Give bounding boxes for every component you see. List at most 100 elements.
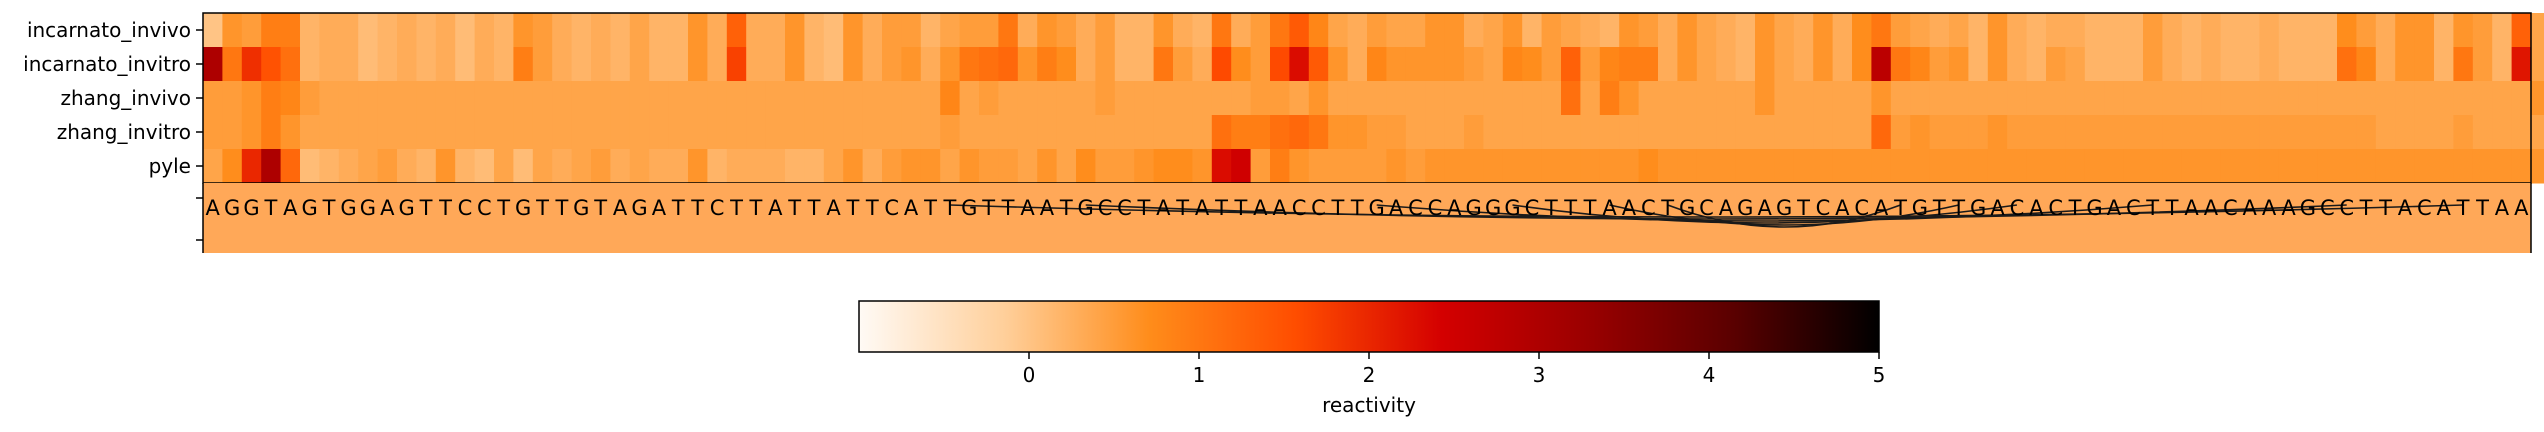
heatmap-cell bbox=[2317, 149, 2338, 184]
sequence-letter: A bbox=[2243, 196, 2258, 220]
heatmap-cell bbox=[1425, 81, 1446, 116]
heatmap-cell bbox=[241, 149, 262, 184]
heatmap-cell bbox=[2278, 47, 2299, 82]
sequence-letter: C bbox=[1408, 196, 1423, 220]
heatmap-cell bbox=[1328, 115, 1349, 150]
sequence-letter: T bbox=[1330, 196, 1344, 220]
sequence-letter: T bbox=[845, 196, 859, 220]
heatmap-cell bbox=[1464, 47, 1484, 82]
sequence-letter: A bbox=[1195, 196, 1210, 220]
sequence-letter: G bbox=[631, 196, 647, 220]
heatmap-cell bbox=[1677, 47, 1698, 82]
heatmap-cell bbox=[2084, 81, 2105, 116]
heatmap-cell bbox=[2414, 81, 2435, 116]
heatmap-cell bbox=[2278, 81, 2299, 116]
sequence-letter: C bbox=[2048, 196, 2063, 220]
sequence-letter: A bbox=[826, 196, 841, 220]
sequence-letter: C bbox=[884, 196, 899, 220]
heatmap-cell bbox=[2531, 115, 2544, 150]
sequence-letter: A bbox=[904, 196, 919, 220]
heatmap-cell bbox=[1289, 115, 1310, 150]
heatmap-cell bbox=[591, 81, 611, 116]
heatmap-cell bbox=[804, 149, 825, 184]
heatmap-cell bbox=[1890, 81, 1911, 116]
sequence-letter: G bbox=[1737, 196, 1753, 220]
colorbar-tick-label: 5 bbox=[1873, 363, 1886, 387]
sequence-letter: G bbox=[399, 196, 415, 220]
heatmap-cell bbox=[1871, 115, 1892, 150]
heatmap-cell bbox=[1483, 13, 1504, 48]
heatmap-cell bbox=[1192, 149, 1213, 184]
sequence-letter: A bbox=[768, 196, 783, 220]
heatmap-cell bbox=[688, 115, 708, 150]
heatmap-cell bbox=[377, 81, 398, 116]
sequence-letter: T bbox=[923, 196, 937, 220]
sequence-letter: T bbox=[1233, 196, 1247, 220]
heatmap-cell bbox=[1386, 13, 1407, 48]
heatmap-cell bbox=[338, 81, 359, 116]
heatmap-cell bbox=[746, 81, 767, 116]
heatmap-cell bbox=[2162, 81, 2183, 116]
heatmap-cell bbox=[377, 13, 398, 48]
heatmap-cell bbox=[1502, 149, 1523, 184]
heatmap-cell bbox=[1949, 149, 1969, 184]
heatmap-cell bbox=[280, 47, 301, 82]
heatmap-cell bbox=[1502, 13, 1523, 48]
sequence-letter: A bbox=[380, 196, 395, 220]
heatmap-cell bbox=[571, 149, 592, 184]
heatmap-cell bbox=[2259, 13, 2280, 48]
sequence-letter: T bbox=[1583, 196, 1597, 220]
heatmap-cell bbox=[862, 115, 883, 150]
heatmap-cell bbox=[1949, 47, 1969, 82]
heatmap-cell bbox=[2065, 149, 2086, 184]
heatmap-cell bbox=[979, 47, 999, 82]
heatmap-cell bbox=[2123, 115, 2144, 150]
heatmap-cell bbox=[1134, 13, 1155, 48]
heatmap-cell bbox=[1619, 149, 1640, 184]
heatmap-cell bbox=[203, 81, 223, 116]
sequence-letter: T bbox=[1932, 196, 1946, 220]
heatmap-cell bbox=[455, 13, 476, 48]
heatmap-cell bbox=[1289, 13, 1310, 48]
heatmap-cell bbox=[338, 115, 359, 150]
heatmap-cell bbox=[280, 115, 301, 150]
heatmap-cell bbox=[610, 47, 631, 82]
heatmap-cell bbox=[2492, 13, 2513, 48]
heatmap-cell bbox=[513, 149, 534, 184]
heatmap-cell bbox=[1813, 115, 1834, 150]
heatmap-cell bbox=[2492, 81, 2513, 116]
sequence-letter: A bbox=[1020, 196, 1035, 220]
heatmap-cell bbox=[2201, 13, 2222, 48]
sequence-letter: G bbox=[1369, 196, 1385, 220]
sequence-letter: G bbox=[224, 196, 240, 220]
heatmap-cell bbox=[2531, 81, 2544, 116]
heatmap-cell bbox=[1231, 47, 1252, 82]
heatmap-cell bbox=[2375, 149, 2396, 184]
heatmap-cell bbox=[629, 115, 650, 150]
heatmap-cell bbox=[940, 81, 961, 116]
heatmap-cell bbox=[2240, 13, 2260, 48]
sequence-letter: C bbox=[1311, 196, 1326, 220]
heatmap-cell bbox=[901, 149, 922, 184]
heatmap-cell bbox=[1173, 149, 1193, 184]
heatmap-cell bbox=[591, 149, 611, 184]
heatmap-cell bbox=[1735, 13, 1756, 48]
heatmap-cell bbox=[1056, 13, 1077, 48]
heatmap-cell bbox=[1871, 13, 1892, 48]
heatmap-cell bbox=[1483, 47, 1504, 82]
heatmap-cell bbox=[241, 81, 262, 116]
sequence-letter: C bbox=[710, 196, 725, 220]
heatmap-cell bbox=[2278, 13, 2299, 48]
sequence-letter: A bbox=[2204, 196, 2219, 220]
heatmap-cell bbox=[959, 149, 980, 184]
heatmap-cell bbox=[1502, 47, 1523, 82]
heatmap-cell bbox=[1599, 47, 1620, 82]
heatmap-cell bbox=[280, 81, 301, 116]
row-labels: incarnato_invivo incarnato_invitro zhang_i… bbox=[23, 18, 203, 178]
sequence-letter: A bbox=[2281, 196, 2296, 220]
sequence-letter: G bbox=[1679, 196, 1695, 220]
heatmap-cell bbox=[629, 81, 650, 116]
heatmap-cell bbox=[610, 115, 631, 150]
base-pair-arc bbox=[1376, 204, 2153, 222]
heatmap-cell bbox=[1173, 81, 1193, 116]
